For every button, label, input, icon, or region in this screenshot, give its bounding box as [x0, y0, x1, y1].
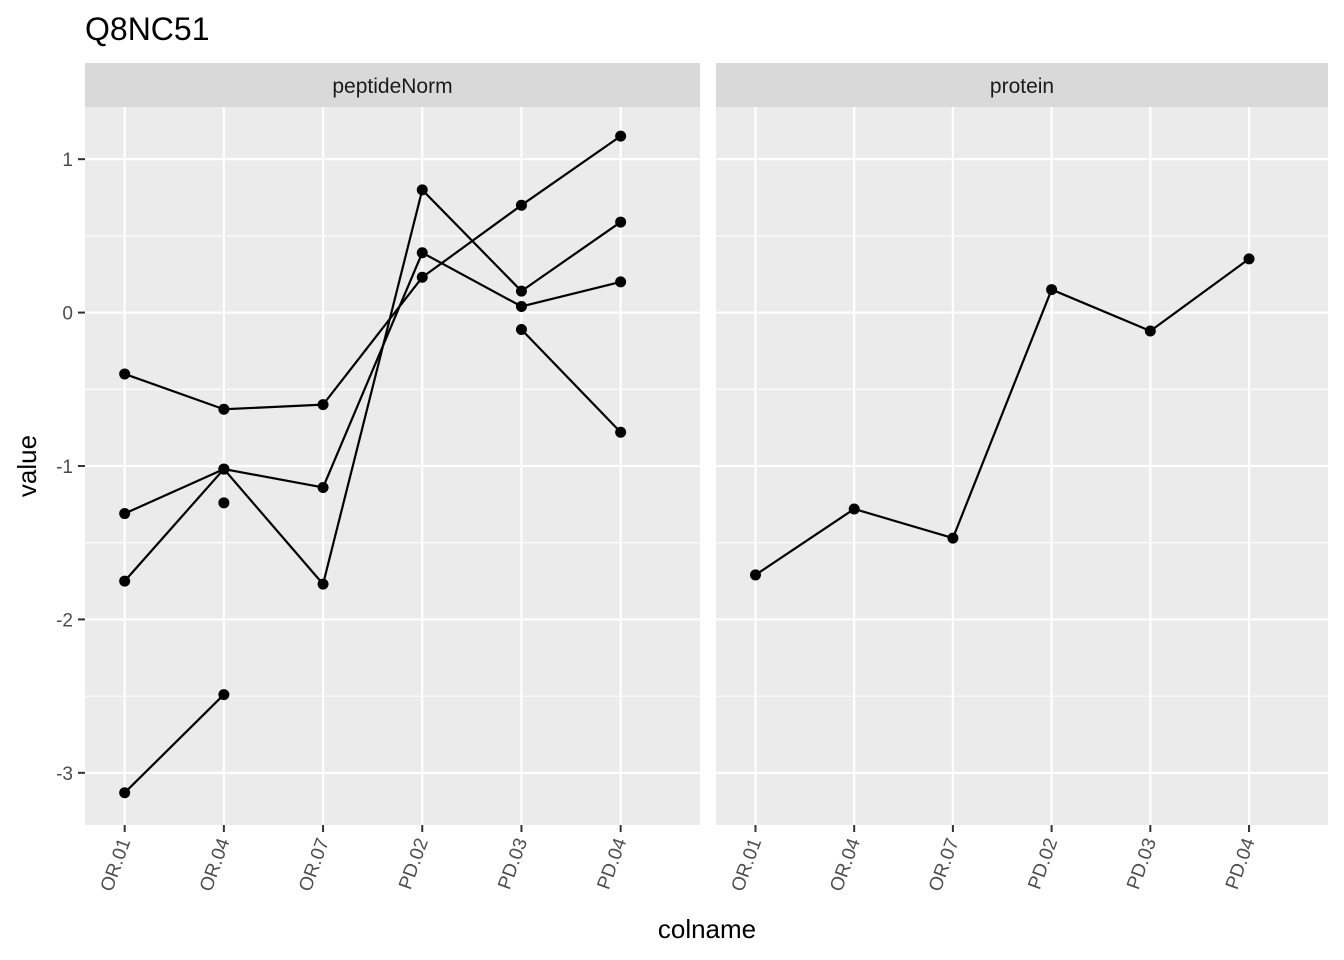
- series-line-segment: [754, 508, 855, 576]
- series-line-segment: [951, 289, 1053, 539]
- series-line-segment: [124, 372, 225, 411]
- facet-strip: [85, 63, 700, 107]
- series-line-segment: [421, 189, 523, 292]
- series-line-segment: [421, 251, 522, 308]
- data-point: [515, 199, 527, 211]
- x-tick-label: PD.04: [594, 835, 632, 892]
- data-point: [1046, 284, 1058, 296]
- series-line-segment: [520, 328, 622, 434]
- data-point: [416, 271, 428, 283]
- data-point: [218, 497, 230, 509]
- series-line-segment: [123, 468, 225, 582]
- x-tick-label: PD.04: [1222, 835, 1260, 892]
- series-line-segment: [123, 693, 225, 794]
- y-axis-title: value: [12, 435, 42, 497]
- chart-title: Q8NC51: [85, 11, 210, 47]
- data-point: [218, 463, 230, 475]
- series-line-segment: [223, 403, 324, 411]
- data-point: [416, 184, 428, 196]
- x-tick-label: OR.07: [295, 836, 334, 895]
- y-tick-label: 0: [62, 304, 73, 325]
- facet-strip-label: peptideNorm: [332, 75, 452, 98]
- facet-panels: peptideNorm OR.01 OR.04 OR.07 PD.02 PD.03 PD.0…: [85, 63, 1328, 894]
- x-tick-label: PD.03: [1123, 836, 1161, 893]
- y-tick-label: -2: [56, 610, 73, 631]
- data-point: [615, 216, 627, 228]
- x-tick-label: OR.07: [925, 836, 964, 895]
- data-point: [848, 503, 860, 515]
- data-point: [119, 575, 131, 587]
- y-tick-label: 1: [62, 150, 73, 171]
- data-point: [615, 276, 627, 288]
- data-point: [416, 247, 428, 259]
- y-tick-label: -1: [56, 457, 73, 478]
- y-axis: -3 -2 -1 0 1: [56, 150, 85, 785]
- x-tick-label: PD.02: [395, 836, 433, 893]
- data-point: [1144, 325, 1156, 337]
- series-line-segment: [521, 280, 621, 308]
- series-line-segment: [322, 252, 424, 488]
- data-point: [515, 285, 527, 297]
- x-tick-label: PD.02: [1025, 836, 1063, 893]
- data-point: [218, 689, 230, 701]
- data-point: [317, 578, 329, 590]
- series-line-segment: [853, 507, 954, 540]
- data-point: [515, 300, 527, 312]
- y-tick-label: -3: [56, 764, 73, 785]
- x-tick-label: OR.01: [97, 836, 136, 895]
- x-tick-label: OR.01: [728, 836, 767, 895]
- series-line-segment: [1149, 257, 1250, 332]
- data-point: [317, 481, 329, 493]
- facet-strip-label: protein: [990, 75, 1054, 98]
- series-line-segment: [322, 276, 424, 406]
- series-line-segment: [1051, 288, 1151, 333]
- data-point: [947, 532, 959, 544]
- facet-strip: [716, 63, 1328, 107]
- series-line-segment: [520, 221, 622, 293]
- x-tick-label: PD.03: [494, 836, 532, 893]
- data-point: [1243, 253, 1255, 265]
- x-tick-label: OR.04: [826, 835, 865, 894]
- data-point: [119, 508, 131, 520]
- series-line-segment: [124, 468, 225, 515]
- data-point: [515, 323, 527, 335]
- series-line-segment: [223, 468, 324, 585]
- x-axis-title: colname: [658, 914, 756, 944]
- facet-panel: protein OR.01 OR.04 OR.07 PD.02 PD.03 PD.04: [716, 63, 1328, 894]
- series-line-segment: [223, 467, 324, 489]
- facet-panel: peptideNorm OR.01 OR.04 OR.07 PD.02 PD.03 PD.0…: [85, 63, 700, 894]
- x-tick-label: OR.04: [196, 835, 235, 894]
- data-point: [119, 368, 131, 380]
- series-line-segment: [520, 135, 622, 207]
- data-point: [749, 569, 761, 581]
- data-point: [119, 787, 131, 799]
- data-point: [615, 130, 627, 142]
- series-line-segment: [321, 189, 424, 585]
- data-point: [317, 399, 329, 411]
- data-point: [218, 403, 230, 415]
- data-point: [615, 426, 627, 438]
